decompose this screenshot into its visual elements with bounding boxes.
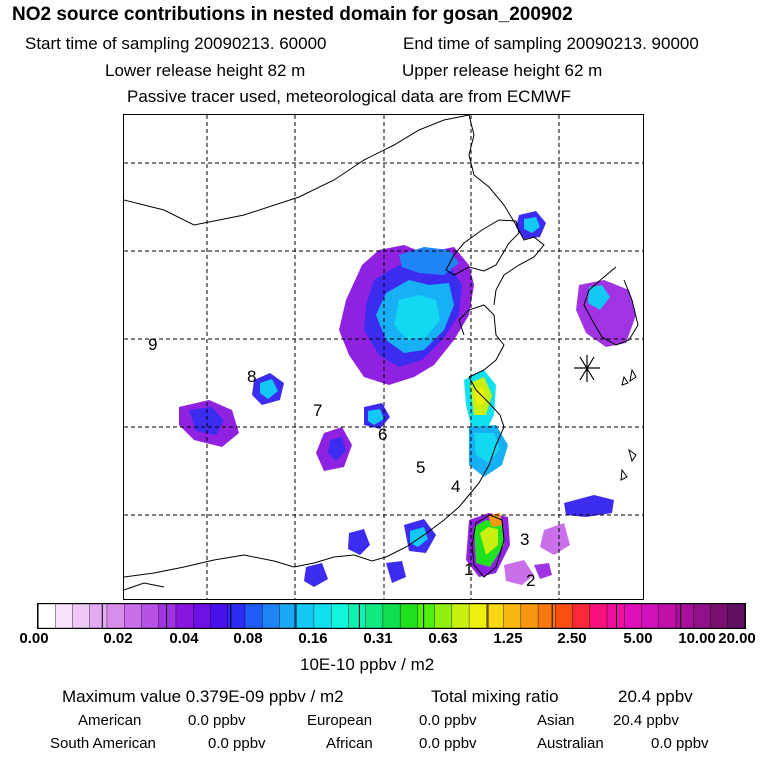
color-swatch-31 [572, 604, 591, 628]
figure-title: NO2 source contributions in nested domai… [12, 4, 573, 25]
color-swatch-7 [158, 604, 177, 628]
tick-label-5: 0.31 [363, 630, 393, 647]
color-swatch-6 [141, 604, 160, 628]
plume-layer [179, 211, 636, 587]
color-swatch-33 [606, 604, 625, 628]
color-swatch-3 [89, 604, 108, 628]
color-swatch-29 [537, 604, 557, 628]
map-canvas [124, 115, 643, 599]
coastlines [124, 115, 639, 591]
color-swatch-13 [261, 604, 281, 628]
color-swatch-32 [589, 604, 608, 628]
continent-value-european: 0.0 ppbv [419, 712, 477, 729]
color-swatch-40 [727, 604, 745, 628]
max-value-label: Maximum value 0.379E-09 ppbv / m2 [62, 687, 344, 706]
color-swatch-9 [192, 604, 212, 628]
color-swatch-25 [468, 604, 488, 628]
color-swatch-26 [486, 604, 505, 628]
tracer-note: Passive tracer used, meteorological data… [127, 87, 572, 106]
color-swatch-5 [124, 604, 143, 628]
color-swatch-27 [503, 604, 522, 628]
continent-value-american: 0.0 ppbv [188, 712, 246, 729]
region-label-5: 5 [416, 458, 426, 477]
total-mixing-value: 20.4 ppbv [618, 687, 693, 706]
region-label-2: 2 [526, 571, 536, 590]
tick-label-3: 0.08 [233, 630, 263, 647]
region-label-4: 4 [451, 477, 461, 496]
color-swatch-39 [710, 604, 729, 628]
continent-name-australian: Australian [537, 735, 604, 752]
continent-name-south-american: South American [50, 735, 156, 752]
region-label-9: 9 [148, 335, 158, 354]
continent-name-european: European [307, 712, 373, 729]
region-label-1: 1 [464, 560, 474, 579]
tick-label-2: 0.04 [169, 630, 199, 647]
color-swatch-20 [382, 604, 401, 628]
tick-label-6: 0.63 [428, 630, 458, 647]
total-mixing-label: Total mixing ratio [431, 687, 559, 706]
lat-lon-grid [124, 115, 643, 599]
color-swatch-14 [279, 604, 298, 628]
color-swatch-10 [210, 604, 229, 628]
continent-value-south-american: 0.0 ppbv [208, 735, 266, 752]
color-swatch-34 [624, 604, 643, 628]
continent-name-american: American [78, 712, 142, 729]
color-swatch-2 [72, 604, 91, 628]
end-time-label: End time of sampling 20090213. 90000 [403, 34, 699, 53]
color-swatch-17 [330, 604, 350, 628]
color-swatch-0 [38, 604, 56, 628]
color-swatch-37 [675, 604, 694, 628]
tick-label-7: 1.25 [493, 630, 523, 647]
tick-label-11: 20.00 [718, 630, 756, 647]
continent-value-asian: 20.4 ppbv [613, 712, 679, 729]
color-swatch-8 [175, 604, 194, 628]
color-swatch-12 [244, 604, 263, 628]
region-label-8: 8 [247, 367, 257, 386]
color-swatch-15 [296, 604, 315, 628]
start-time-label: Start time of sampling 20090213. 60000 [25, 34, 327, 53]
region-label-6: 6 [378, 425, 388, 444]
color-swatch-21 [399, 604, 419, 628]
color-swatch-4 [106, 604, 125, 628]
color-swatch-1 [55, 604, 74, 628]
region-label-7: 7 [313, 401, 323, 420]
continent-name-african: African [326, 735, 373, 752]
tick-label-10: 10.00 [678, 630, 716, 647]
lower-release-label: Lower release height 82 m [105, 61, 306, 80]
upper-release-label: Upper release height 62 m [402, 61, 603, 80]
color-swatch-23 [434, 604, 453, 628]
color-scale-bar [37, 603, 746, 629]
region-label-3: 3 [520, 530, 530, 549]
color-swatch-22 [417, 604, 436, 628]
tick-label-4: 0.16 [298, 630, 328, 647]
color-swatch-30 [555, 604, 574, 628]
tick-label-8: 2.50 [557, 630, 587, 647]
color-swatch-19 [365, 604, 384, 628]
tick-label-1: 0.02 [103, 630, 133, 647]
color-swatch-36 [658, 604, 677, 628]
colorbar-unit: 10E-10 ppbv / m2 [300, 655, 435, 674]
continent-value-african: 0.0 ppbv [419, 735, 477, 752]
color-swatch-16 [313, 604, 332, 628]
tick-label-0: 0.00 [19, 630, 49, 647]
continent-name-asian: Asian [537, 712, 575, 729]
color-swatch-24 [451, 604, 470, 628]
receptor-asterisk-icon [574, 355, 600, 382]
tick-label-9: 5.00 [623, 630, 653, 647]
color-swatch-38 [693, 604, 712, 628]
concentration-map: 1 2 3 4 5 6 7 8 9 [123, 114, 644, 600]
continent-value-australian: 0.0 ppbv [651, 735, 709, 752]
color-swatch-28 [520, 604, 539, 628]
color-swatch-35 [641, 604, 660, 628]
color-swatch-18 [348, 604, 367, 628]
color-scale-swatches [38, 604, 745, 628]
